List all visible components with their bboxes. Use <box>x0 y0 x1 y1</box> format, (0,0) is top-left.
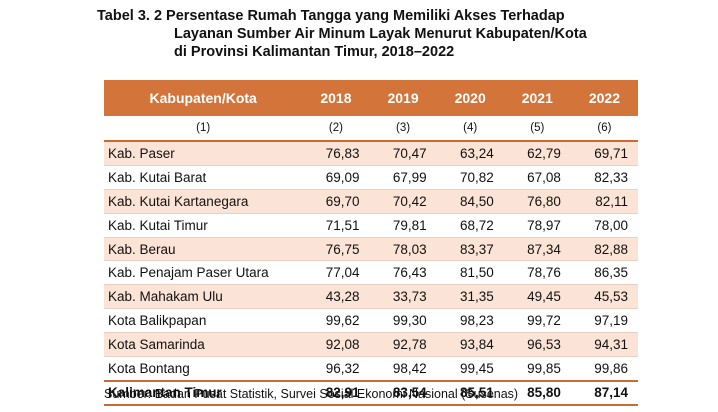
header-row: Kabupaten/Kota 2018 2019 2020 2021 2022 <box>104 80 638 116</box>
cell-value: 33,73 <box>369 284 437 310</box>
cell-value: 99,86 <box>570 356 638 382</box>
cell-value: 85,51 <box>436 379 504 406</box>
cell-value: 67,08 <box>503 165 571 190</box>
col-number-4: (4) <box>436 116 504 142</box>
cell-value: 92,78 <box>369 332 437 358</box>
cell-value: 76,43 <box>369 260 437 286</box>
cell-value: 96,53 <box>503 332 571 358</box>
cell-value: 98,23 <box>436 308 504 334</box>
cell-value: 85,80 <box>503 379 571 406</box>
cell-value: 69,71 <box>570 141 638 166</box>
cell-value: 69,09 <box>302 165 370 190</box>
cell-value: 81,50 <box>436 260 504 286</box>
table-row: Kota Samarinda 92,08 92,78 93,84 96,53 94,31 <box>104 332 638 358</box>
cell-value: 87,14 <box>570 379 638 406</box>
cell-value: 82,33 <box>570 165 638 190</box>
cell-kabupaten: Kab. Penajam Paser Utara <box>104 260 303 286</box>
table-title-line-3: di Provinsi Kalimantan Timur, 2018–2022 <box>174 44 455 60</box>
cell-kabupaten: Kota Balikpapan <box>104 308 303 334</box>
cell-kabupaten: Kab. Mahakam Ulu <box>104 284 303 310</box>
source-note: Sumber: Badan Pusat Statistik, Survei So… <box>104 387 519 401</box>
cell-value: 31,35 <box>436 284 504 310</box>
table-row: Kota Balikpapan 99,62 99,30 98,23 99,72 97,19 <box>104 308 638 334</box>
table-row: Kab. Mahakam Ulu 43,28 33,73 31,35 49,45 45,5… <box>104 284 638 310</box>
cell-value: 76,75 <box>302 237 370 262</box>
cell-value: 49,45 <box>503 284 571 310</box>
header-2018: 2018 <box>302 80 370 116</box>
cell-kabupaten: Kalimantan Timur <box>104 379 303 406</box>
cell-value: 82,11 <box>570 189 638 214</box>
cell-value: 93,84 <box>436 332 504 358</box>
cell-value: 99,72 <box>503 308 571 334</box>
cell-kabupaten: Kota Samarinda <box>104 332 303 358</box>
table-row: Kab. Kutai Timur 71,51 79,81 68,72 78,97 78,0… <box>104 213 638 238</box>
cell-value: 82,88 <box>570 237 638 262</box>
cell-value: 99,45 <box>436 356 504 382</box>
header-2022: 2022 <box>570 80 638 116</box>
cell-value: 63,24 <box>436 141 504 166</box>
header-kabupaten: Kabupaten/Kota <box>104 80 303 116</box>
cell-value: 83,54 <box>369 379 437 406</box>
cell-value: 69,70 <box>302 189 370 214</box>
cell-value: 78,00 <box>570 213 638 238</box>
table-row: Kab. Paser 76,83 70,47 63,24 62,79 69,71 <box>104 141 638 166</box>
table-row: Kab. Penajam Paser Utara 77,04 76,43 81,50 7… <box>104 260 638 286</box>
cell-value: 67,99 <box>369 165 437 190</box>
cell-value: 70,42 <box>369 189 437 214</box>
table-row: Kab. Kutai Barat 69,09 67,99 70,82 67,08 82,3… <box>104 165 638 190</box>
cell-value: 79,81 <box>369 213 437 238</box>
cell-value: 62,79 <box>503 141 571 166</box>
cell-value: 87,34 <box>503 237 571 262</box>
cell-value: 99,85 <box>503 356 571 382</box>
cell-kabupaten: Kab. Kutai Kartanegara <box>104 189 303 214</box>
cell-value: 92,08 <box>302 332 370 358</box>
header-2021: 2021 <box>503 80 571 116</box>
table-row: Kab. Kutai Kartanegara 69,70 70,42 84,50 76,… <box>104 189 638 214</box>
total-row: Kalimantan Timur 82,91 83,54 85,51 85,80 87,1… <box>104 379 638 406</box>
table-row: Kota Bontang 96,32 98,42 99,45 99,85 99,86 <box>104 356 638 382</box>
cell-value: 76,80 <box>503 189 571 214</box>
header-2020: 2020 <box>436 80 504 116</box>
cell-value: 45,53 <box>570 284 638 310</box>
col-number-5: (5) <box>503 116 571 142</box>
cell-value: 86,35 <box>570 260 638 286</box>
cell-value: 78,76 <box>503 260 571 286</box>
cell-value: 94,31 <box>570 332 638 358</box>
cell-value: 78,97 <box>503 213 571 238</box>
cell-value: 43,28 <box>302 284 370 310</box>
cell-value: 96,32 <box>302 356 370 382</box>
cell-value: 83,37 <box>436 237 504 262</box>
table-title: Tabel 3. 2 Persentase Rumah Tangga yang … <box>97 7 707 61</box>
cell-value: 99,62 <box>302 308 370 334</box>
cell-value: 98,42 <box>369 356 437 382</box>
cell-value: 68,72 <box>436 213 504 238</box>
data-table: Kabupaten/Kota 2018 2019 2020 2021 2022 … <box>104 80 638 406</box>
cell-kabupaten: Kota Bontang <box>104 356 303 382</box>
cell-value: 99,30 <box>369 308 437 334</box>
column-number-row: (1) (2) (3) (4) (5) (6) <box>104 116 638 142</box>
cell-value: 71,51 <box>302 213 370 238</box>
cell-kabupaten: Kab. Kutai Timur <box>104 213 303 238</box>
table-title-line-2: Layanan Sumber Air Minum Layak Menurut K… <box>174 26 587 42</box>
col-number-1: (1) <box>104 116 303 142</box>
cell-value: 82,91 <box>302 379 370 406</box>
col-number-3: (3) <box>369 116 437 142</box>
cell-value: 77,04 <box>302 260 370 286</box>
header-2019: 2019 <box>369 80 437 116</box>
cell-value: 70,47 <box>369 141 437 166</box>
cell-value: 97,19 <box>570 308 638 334</box>
cell-value: 84,50 <box>436 189 504 214</box>
cell-value: 70,82 <box>436 165 504 190</box>
table-row: Kab. Berau 76,75 78,03 83,37 87,34 82,88 <box>104 237 638 262</box>
col-number-2: (2) <box>302 116 370 142</box>
cell-kabupaten: Kab. Paser <box>104 141 303 166</box>
cell-value: 76,83 <box>302 141 370 166</box>
cell-kabupaten: Kab. Kutai Barat <box>104 165 303 190</box>
col-number-6: (6) <box>570 116 638 142</box>
cell-value: 78,03 <box>369 237 437 262</box>
table-title-line-1: Tabel 3. 2 Persentase Rumah Tangga yang … <box>97 8 565 24</box>
cell-kabupaten: Kab. Berau <box>104 237 303 262</box>
